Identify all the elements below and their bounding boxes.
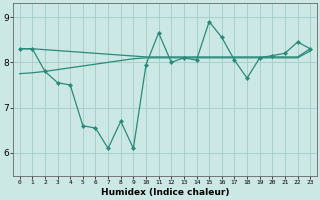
X-axis label: Humidex (Indice chaleur): Humidex (Indice chaleur): [101, 188, 229, 197]
